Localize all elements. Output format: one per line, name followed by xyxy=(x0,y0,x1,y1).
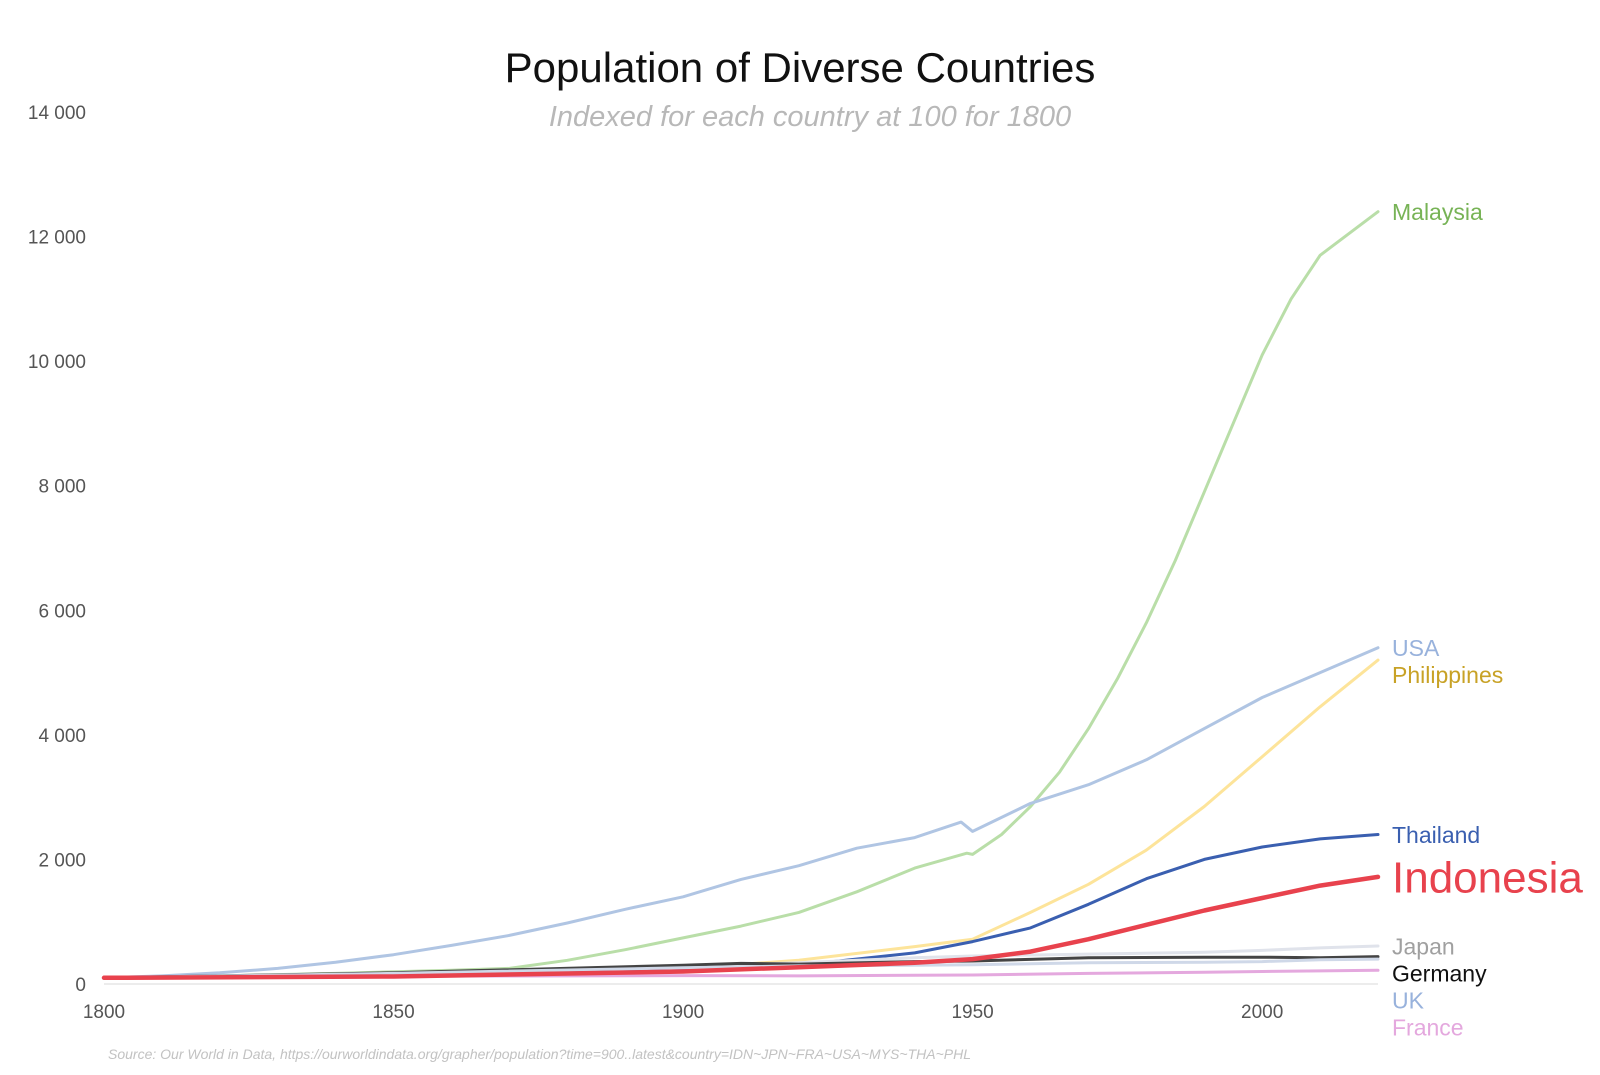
series-line-indonesia xyxy=(101,874,1381,981)
y-tick-label: 0 xyxy=(75,975,86,996)
x-tick-label: 1850 xyxy=(372,1002,414,1023)
x-tick-label: 1950 xyxy=(951,1002,993,1023)
series-label-usa: USA xyxy=(1392,635,1440,661)
source-note: Source: Our World in Data, https://ourwo… xyxy=(108,1046,971,1062)
series-line-usa xyxy=(102,646,1380,980)
y-axis-ticks: 0 2 000 4 000 6 000 8 000 10 000 12 000 14 000 xyxy=(28,103,86,996)
series-label-thailand: Thailand xyxy=(1392,822,1480,848)
x-tick-label: 1900 xyxy=(662,1002,704,1023)
y-tick-label: 2 000 xyxy=(38,850,86,871)
x-tick-label: 2000 xyxy=(1241,1002,1283,1023)
y-tick-label: 8 000 xyxy=(38,477,86,498)
series-label-japan: Japan xyxy=(1392,933,1455,959)
x-tick-label: 1800 xyxy=(83,1002,125,1023)
series-line-malaysia xyxy=(102,210,1380,980)
y-tick-label: 4 000 xyxy=(38,726,86,747)
series-label-germany: Germany xyxy=(1392,960,1487,986)
series-lines xyxy=(101,210,1381,981)
y-tick-label: 10 000 xyxy=(28,352,86,373)
series-label-france: France xyxy=(1392,1014,1464,1040)
chart-subtitle: Indexed for each country at 100 for 1800 xyxy=(549,101,1071,133)
x-axis-ticks: 1800 1850 1900 1950 2000 xyxy=(83,1002,1283,1023)
series-line-uk xyxy=(102,957,1380,980)
series-label-indonesia: Indonesia xyxy=(1392,854,1583,903)
series-line-france xyxy=(102,968,1380,980)
series-label-philippines: Philippines xyxy=(1392,662,1503,688)
y-tick-label: 6 000 xyxy=(38,601,86,622)
y-tick-label: 14 000 xyxy=(28,103,86,124)
chart-title: Population of Diverse Countries xyxy=(505,44,1096,91)
series-line-philippines xyxy=(102,658,1380,980)
series-label-uk: UK xyxy=(1392,987,1425,1013)
y-tick-label: 12 000 xyxy=(28,228,86,249)
series-label-malaysia: Malaysia xyxy=(1392,199,1483,225)
